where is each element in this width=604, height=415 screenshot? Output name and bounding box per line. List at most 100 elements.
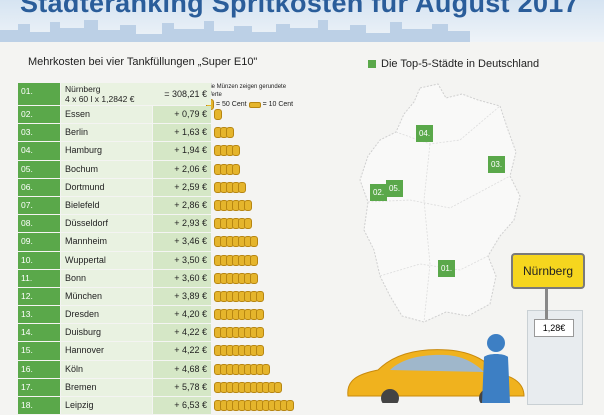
coin-icon <box>256 290 264 302</box>
legend-square-icon <box>368 60 376 68</box>
coin-stack <box>214 363 304 377</box>
city-cell: Dresden <box>61 306 152 324</box>
city-cell: Wuppertal <box>61 251 152 269</box>
value-cell: + 2,93 € <box>153 215 211 233</box>
table-row: 11. Bonn + 3,60 € <box>18 269 300 287</box>
ranking-table: 01. Nürnberg 4 x 60 l x 1,2842 € = 308,2… <box>18 83 300 415</box>
germany-map <box>359 83 521 323</box>
value-cell: + 5,78 € <box>153 378 211 396</box>
value-cell: + 6,53 € <box>153 397 211 415</box>
coin-icon <box>262 363 270 375</box>
coin-legend-note: Die Münzen zeigen gerundete Werte <box>206 84 287 98</box>
city-cell: Bochum <box>61 160 152 178</box>
coin-stack <box>214 399 304 413</box>
rank-cell: 16. <box>18 360 60 378</box>
table-row: 12. München + 3,89 € <box>18 287 300 306</box>
price-formula: 4 x 60 l x 1,2842 € <box>65 94 135 104</box>
table-row: 07. Bielefeld + 2,86 € <box>18 196 300 215</box>
city-cell: Hannover <box>61 342 152 360</box>
rank-cell: 01. <box>18 83 60 105</box>
header-banner: Städteranking Spritkosten für August 201… <box>0 0 604 42</box>
coin-stack <box>214 254 304 268</box>
table-row: 06. Dortmund + 2,59 € <box>18 178 300 196</box>
table-row: 18. Leipzig + 6,53 € <box>18 397 300 415</box>
value-cell: + 4,22 € <box>153 342 211 360</box>
rank-cell: 03. <box>18 124 60 142</box>
city-cell: Duisburg <box>61 324 152 342</box>
city-cell: München <box>61 287 152 306</box>
table-row: 17. Bremen + 5,78 € <box>18 378 300 396</box>
rank-cell: 05. <box>18 160 60 178</box>
city-cell: Essen <box>61 106 152 124</box>
table-row: 13. Dresden + 4,20 € <box>18 306 300 324</box>
map-legend: Die Top-5-Städte in Deutschland <box>368 58 539 70</box>
coin-icon <box>256 309 264 321</box>
coin-icon <box>232 145 240 157</box>
coin-icon <box>226 127 234 139</box>
coin-stack <box>214 199 304 213</box>
coin-stack <box>214 181 304 195</box>
city-cell: Bremen <box>61 378 152 396</box>
value-cell: = 308,21 € <box>164 89 207 99</box>
rank-cell: 14. <box>18 324 60 342</box>
coin-stack <box>214 272 304 286</box>
rank-cell: 18. <box>18 397 60 415</box>
coin-10-icon <box>248 101 261 108</box>
city-cell: Hamburg <box>61 142 152 160</box>
table-row: 03. Berlin + 1,63 € <box>18 124 300 142</box>
skyline-illustration <box>0 20 470 42</box>
map-badge-essen: 02. <box>370 184 387 201</box>
table-row: 08. Düsseldorf + 2,93 € <box>18 215 300 233</box>
coin-icon <box>256 327 264 339</box>
city-cell: Nürnberg 4 x 60 l x 1,2842 € <box>61 83 196 105</box>
coin-icon <box>250 272 258 284</box>
coin-icon <box>232 163 240 175</box>
table-row: 15. Hannover + 4,22 € <box>18 342 300 360</box>
rank-cell: 07. <box>18 196 60 215</box>
value-cell: + 3,50 € <box>153 251 211 269</box>
coin-icon <box>256 345 264 357</box>
map-badge-hamburg: 04. <box>416 125 433 142</box>
car-illustration <box>347 349 525 403</box>
coin-icon <box>244 199 252 211</box>
value-cell: + 2,59 € <box>153 178 211 196</box>
coin-stack <box>214 126 304 140</box>
value-cell: + 3,60 € <box>153 269 211 287</box>
rank-cell: 08. <box>18 215 60 233</box>
page-title: Städteranking Spritkosten für August 201… <box>20 0 579 18</box>
table-row: 14. Duisburg + 4,22 € <box>18 324 300 342</box>
value-cell: + 1,94 € <box>153 142 211 160</box>
table-row: 05. Bochum + 2,06 € <box>18 160 300 178</box>
city-cell: Düsseldorf <box>61 215 152 233</box>
coin-stack <box>214 144 304 158</box>
person-illustration <box>482 334 510 403</box>
coin-stack <box>214 163 304 177</box>
city-cell: Bielefeld <box>61 196 152 215</box>
city-cell: Bonn <box>61 269 152 287</box>
map-badge-berlin: 03. <box>488 156 505 173</box>
rank-cell: 04. <box>18 142 60 160</box>
city-sign: Nürnberg <box>511 253 585 289</box>
coin-icon <box>286 400 294 411</box>
value-cell: + 1,63 € <box>153 124 211 142</box>
table-row: 04. Hamburg + 1,94 € <box>18 142 300 160</box>
coin-stack <box>214 308 304 322</box>
table-row-first: 01. Nürnberg 4 x 60 l x 1,2842 € = 308,2… <box>18 83 300 105</box>
table-row: 10. Wuppertal + 3,50 € <box>18 251 300 269</box>
coin-icon <box>274 381 282 393</box>
coin-stack <box>214 235 304 249</box>
rank-cell: 17. <box>18 378 60 396</box>
value-cell: + 4,22 € <box>153 324 211 342</box>
rank-cell: 02. <box>18 106 60 124</box>
rank-cell: 06. <box>18 178 60 196</box>
city-name: Nürnberg <box>65 84 101 94</box>
value-cell: + 4,20 € <box>153 306 211 324</box>
city-cell: Köln <box>61 360 152 378</box>
value-cell: + 3,89 € <box>153 287 211 306</box>
value-cell: + 0,79 € <box>153 106 211 124</box>
table-row: 16. Köln + 4,68 € <box>18 360 300 378</box>
rank-cell: 13. <box>18 306 60 324</box>
value-cell: + 4,68 € <box>153 360 211 378</box>
coin-icon <box>244 218 252 230</box>
map-badge-bochum: 05. <box>386 180 403 197</box>
